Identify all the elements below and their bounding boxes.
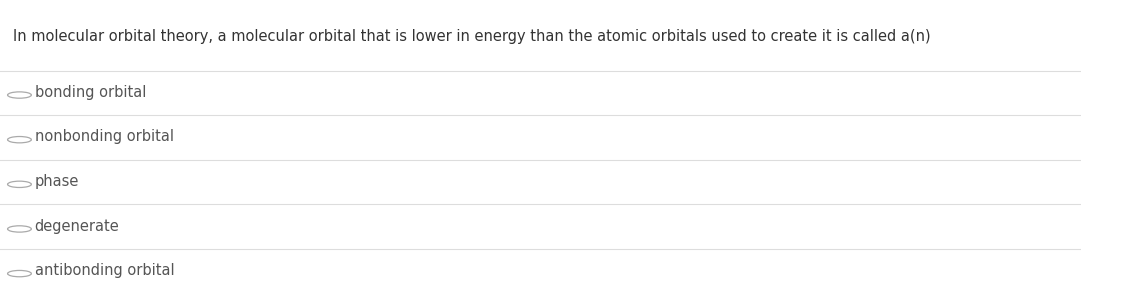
Text: phase: phase xyxy=(35,174,79,189)
Text: antibonding orbital: antibonding orbital xyxy=(35,263,174,278)
Text: In molecular orbital theory, a molecular orbital that is lower in energy than th: In molecular orbital theory, a molecular… xyxy=(12,29,931,44)
Text: bonding orbital: bonding orbital xyxy=(35,85,146,100)
Text: degenerate: degenerate xyxy=(35,219,119,234)
Text: nonbonding orbital: nonbonding orbital xyxy=(35,129,173,144)
